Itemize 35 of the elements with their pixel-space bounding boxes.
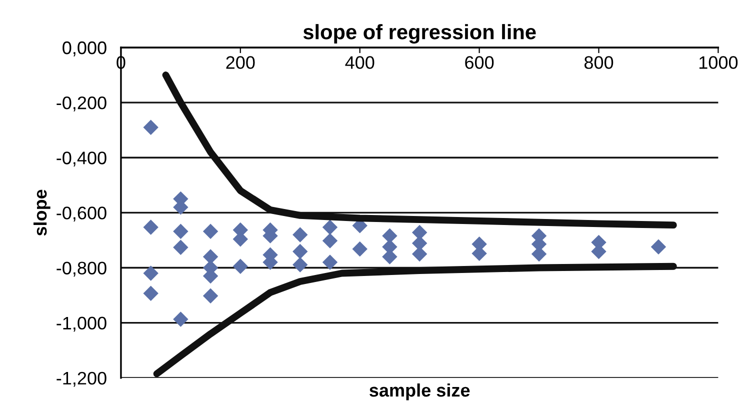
y-tick-label: -0,400 [56,152,106,166]
x-tick-label: 200 [226,56,255,69]
chart-title: slope of regression line [303,24,536,44]
x-axis-title: sample size [370,383,470,400]
point [173,240,188,255]
point [650,239,666,254]
point [202,224,218,240]
point [322,233,338,248]
point [143,266,158,281]
point [352,241,368,257]
point [322,254,338,270]
y-tick-label: -0,800 [56,262,106,277]
y-tick-label: -1,000 [56,316,106,332]
y-tick-label: 0,000 [62,41,106,56]
point [382,228,398,244]
point [202,288,218,304]
x-tick-label: 1000 [699,56,738,69]
point [292,244,308,260]
point [322,220,338,235]
y-tick-label: -0,600 [56,206,106,222]
point [143,220,158,235]
x-tick-label: 400 [345,56,374,69]
y-axis-title: slope [33,190,50,236]
point [232,258,248,274]
point [173,312,188,327]
x-tick-label: 800 [584,56,614,69]
point [143,120,158,135]
y-tick-label: -0,200 [56,96,106,112]
point [202,249,218,264]
y-tick-label: -1,200 [56,372,106,387]
point [292,257,308,272]
x-tick-label: 600 [465,56,494,69]
point [143,286,158,301]
point [173,224,188,240]
point [292,227,308,242]
